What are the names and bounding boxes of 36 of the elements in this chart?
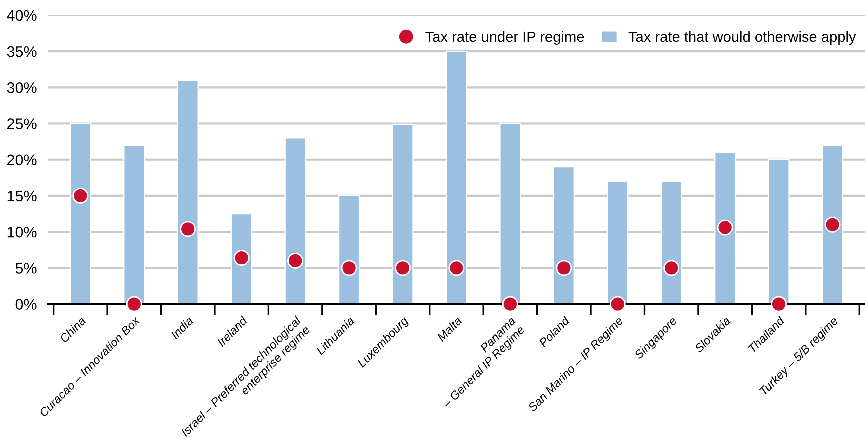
point bbox=[126, 296, 142, 312]
point bbox=[610, 296, 626, 312]
bar bbox=[338, 195, 360, 304]
bar bbox=[392, 124, 414, 304]
legend-label: Tax rate that would otherwise apply bbox=[628, 31, 856, 45]
point bbox=[180, 221, 196, 238]
bar bbox=[446, 50, 468, 304]
y-tick-label: 5% bbox=[16, 263, 37, 274]
point bbox=[824, 216, 841, 233]
bar bbox=[70, 123, 92, 304]
bar bbox=[177, 80, 199, 304]
point bbox=[771, 296, 788, 312]
bar bbox=[284, 138, 306, 304]
bar bbox=[822, 144, 844, 304]
bar bbox=[660, 180, 682, 304]
y-tick-label: 0% bbox=[16, 299, 37, 310]
point bbox=[234, 250, 250, 266]
point bbox=[717, 220, 734, 236]
y-tick-label: 40% bbox=[7, 10, 37, 22]
y-tick-label: 25% bbox=[8, 118, 37, 130]
point bbox=[664, 260, 680, 276]
y-tick-label: 10% bbox=[8, 226, 37, 238]
point bbox=[395, 260, 411, 276]
y-tick-label: 20% bbox=[8, 154, 37, 166]
legend-label: Tax rate under IP regime bbox=[426, 31, 584, 45]
point bbox=[288, 252, 304, 269]
point bbox=[341, 260, 358, 276]
bar bbox=[553, 166, 575, 304]
point bbox=[448, 260, 465, 276]
point bbox=[502, 296, 518, 312]
point bbox=[556, 260, 572, 276]
y-tick-label: 30% bbox=[7, 82, 37, 94]
y-tick-label: 35% bbox=[7, 46, 37, 58]
y-tick-label: 15% bbox=[8, 190, 37, 202]
bar bbox=[714, 152, 736, 304]
point bbox=[72, 188, 89, 204]
